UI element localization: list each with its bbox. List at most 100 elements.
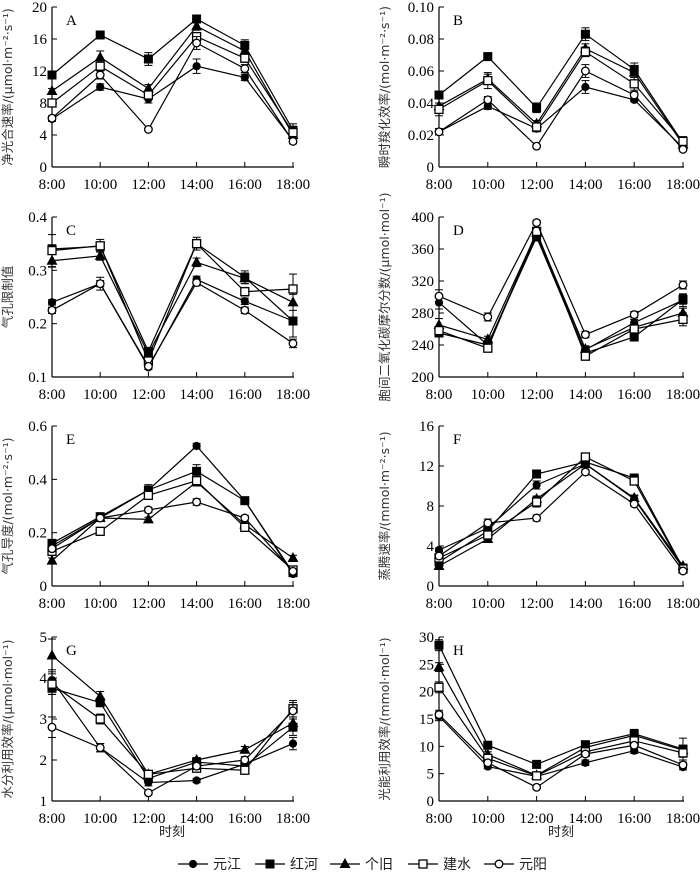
data-point <box>532 141 542 151</box>
y-tick-label: 10 <box>419 739 434 755</box>
data-point <box>678 314 688 325</box>
y-tick-label: 5 <box>40 630 48 646</box>
series-line <box>51 481 294 562</box>
series-line <box>51 65 294 141</box>
y-tick-label: 280 <box>412 306 435 322</box>
y-tick-label: 12 <box>32 64 47 80</box>
x-tick-label: 18:00 <box>666 177 700 193</box>
series-0 <box>434 459 688 573</box>
legend-marker-filled-square-icon <box>265 859 275 869</box>
y-tick-label: 0.02 <box>408 128 434 144</box>
series-line <box>51 445 294 575</box>
panel-letter: B <box>453 13 463 29</box>
data-point <box>191 256 203 267</box>
data-point <box>96 82 105 92</box>
series-line <box>51 18 294 131</box>
data-point <box>288 706 298 716</box>
x-tick-label: 16:00 <box>617 811 651 827</box>
data-point <box>192 441 201 451</box>
y-axis-label: 气孔限制值 <box>0 266 15 329</box>
data-point <box>288 316 298 326</box>
series-line <box>51 42 294 142</box>
data-point <box>483 758 493 768</box>
data-point <box>579 457 591 468</box>
data-point <box>580 749 590 759</box>
data-point <box>192 466 202 476</box>
data-point <box>192 278 202 288</box>
y-tick-label: 0.04 <box>408 96 435 112</box>
x-tick-label: 18:00 <box>666 596 700 612</box>
series-line <box>51 242 294 353</box>
data-point <box>629 324 639 334</box>
data-point <box>47 113 57 123</box>
legend: 元江 红河 个旧 建水 元阳 <box>178 857 547 873</box>
x-tick-label: 10:00 <box>471 596 505 612</box>
data-point <box>629 499 639 509</box>
data-point <box>288 739 298 748</box>
data-point <box>678 136 688 147</box>
data-point <box>191 476 202 486</box>
x-tick-label: 8:00 <box>426 177 453 193</box>
data-point <box>483 312 493 322</box>
data-point <box>95 241 105 251</box>
y-axis-label: 水分利用效率/(μmol·mol⁻¹) <box>0 639 15 798</box>
series-line <box>51 470 294 574</box>
data-point <box>288 284 298 294</box>
data-point <box>143 361 153 371</box>
data-point <box>434 291 444 301</box>
y-tick-label: 5 <box>427 767 435 783</box>
y-tick-label: 0.4 <box>28 472 47 488</box>
x-tick-label: 12:00 <box>131 811 165 827</box>
y-tick-label: 360 <box>412 242 435 258</box>
data-point <box>483 343 493 353</box>
series-2 <box>433 42 689 149</box>
x-tick-label: 12:00 <box>131 596 165 612</box>
data-point <box>678 294 688 304</box>
data-point <box>434 710 444 720</box>
data-point <box>434 640 444 650</box>
data-point <box>191 239 202 249</box>
data-point <box>192 62 201 71</box>
series-line <box>51 710 294 794</box>
data-point <box>678 144 688 154</box>
data-point <box>240 522 250 532</box>
data-point <box>46 554 58 565</box>
data-point <box>483 52 493 62</box>
y-tick-label: 0 <box>40 579 48 595</box>
legend-marker-open-circle-icon <box>494 859 504 869</box>
data-point <box>532 513 542 523</box>
data-point <box>240 73 249 82</box>
data-point <box>47 722 57 732</box>
data-point <box>580 47 591 57</box>
series-line <box>51 654 294 776</box>
data-point <box>629 740 639 750</box>
data-point <box>678 760 688 770</box>
data-point <box>143 90 154 100</box>
series-line <box>438 221 684 336</box>
x-tick-label: 14:00 <box>180 387 214 403</box>
data-point <box>47 298 57 307</box>
y-tick-label: 400 <box>412 210 435 226</box>
series-line <box>438 471 684 572</box>
y-tick-label: 8 <box>427 499 435 515</box>
legend-label: 红河 <box>290 857 318 873</box>
x-tick-label: 16:00 <box>228 177 262 193</box>
panel-letter: D <box>453 223 464 239</box>
series-line <box>438 70 684 150</box>
x-tick-label: 14:00 <box>568 596 602 612</box>
x-tick-label: 16:00 <box>228 811 262 827</box>
series-line <box>51 479 294 571</box>
x-tick-label: 8:00 <box>426 596 453 612</box>
y-axis-label: 净光合速率/(μmol·m⁻²·s⁻¹) <box>0 8 15 166</box>
data-point <box>143 505 153 515</box>
x-tick-label: 12:00 <box>520 387 554 403</box>
data-point <box>192 38 202 48</box>
x-tick-label: 12:00 <box>520 596 554 612</box>
panel-b: 0 0.02 0.04 0.06 0.08 0.10 8:00 10:00 12:00 14:00… <box>377 0 700 193</box>
data-point <box>483 740 493 750</box>
data-point <box>191 20 203 31</box>
data-point <box>240 53 250 63</box>
panel-g: 1 2 3 4 5 8:00 10:00 12:00 14:00 16:00 18:00 G 水分利用效… <box>0 630 310 827</box>
series-line <box>438 644 684 766</box>
